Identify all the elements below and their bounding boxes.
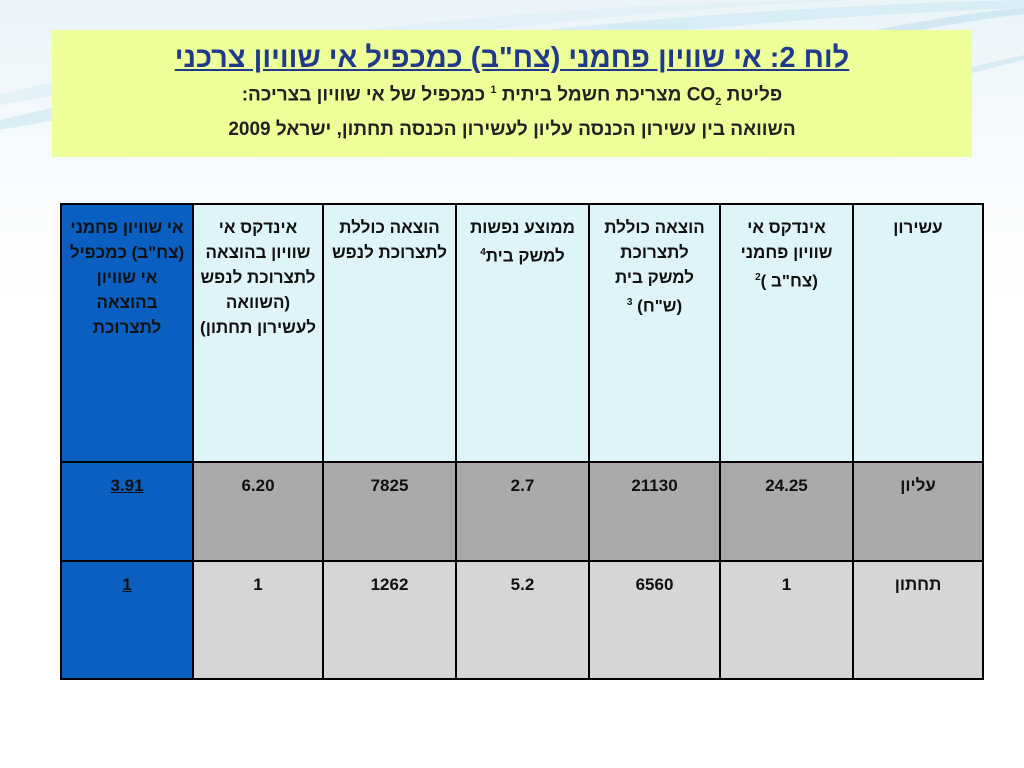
- cell-inequality-index: 6.20: [192, 461, 324, 562]
- cell-household-expenditure: 6560: [588, 560, 721, 680]
- cell-decile: תחתון: [852, 560, 984, 680]
- cell-carbon-index: 24.25: [719, 461, 854, 562]
- table-row: עליון 24.25 21130 2.7 7825 6.20 3.91: [60, 461, 984, 562]
- header-avg-persons: ממוצע נפשות למשק בית4: [455, 203, 590, 463]
- cell-per-capita-expenditure: 1262: [322, 560, 457, 680]
- cell-multiplier: 3.91: [60, 461, 194, 562]
- header-multiplier: אי שוויון פחמני (צח"ב) כמכפיל אי שוויון …: [60, 203, 194, 463]
- subtitle-line-2: השוואה בין עשירון הכנסה עליון לעשירון הכ…: [228, 119, 796, 141]
- cell-avg-persons: 5.2: [455, 560, 590, 680]
- cell-decile: עליון: [852, 461, 984, 562]
- header-decile: עשירון: [852, 203, 984, 463]
- page-title: לוח 2: אי שוויון פחמני (צח"ב) כמכפיל אי …: [174, 42, 850, 74]
- title-box: לוח 2: אי שוויון פחמני (צח"ב) כמכפיל אי …: [52, 30, 972, 157]
- cell-per-capita-expenditure: 7825: [322, 461, 457, 562]
- header-carbon-index: אינדקס אי שוויון פחמני (צח"ב )2: [719, 203, 854, 463]
- table-row: תחתון 1 6560 5.2 1262 1 1: [60, 560, 984, 680]
- table-header-row: עשירון אינדקס אי שוויון פחמני (צח"ב )2 ה…: [60, 203, 984, 463]
- cell-multiplier: 1: [60, 560, 194, 680]
- cell-inequality-index: 1: [192, 560, 324, 680]
- header-per-capita-expenditure: הוצאה כוללת לתצרוכת לנפש: [322, 203, 457, 463]
- subtitle-line-1: פליטת CO2 מצריכת חשמל ביתית 1 כמכפיל של …: [241, 84, 783, 109]
- header-household-expenditure: הוצאה כוללת לתצרוכת למשק בית (ש"ח) 3: [588, 203, 721, 463]
- header-inequality-index: אינדקס אי שוויון בהוצאה לתצרוכת לנפש (הש…: [192, 203, 324, 463]
- inequality-table: עשירון אינדקס אי שוויון פחמני (צח"ב )2 ה…: [60, 203, 984, 680]
- cell-avg-persons: 2.7: [455, 461, 590, 562]
- cell-carbon-index: 1: [719, 560, 854, 680]
- cell-household-expenditure: 21130: [588, 461, 721, 562]
